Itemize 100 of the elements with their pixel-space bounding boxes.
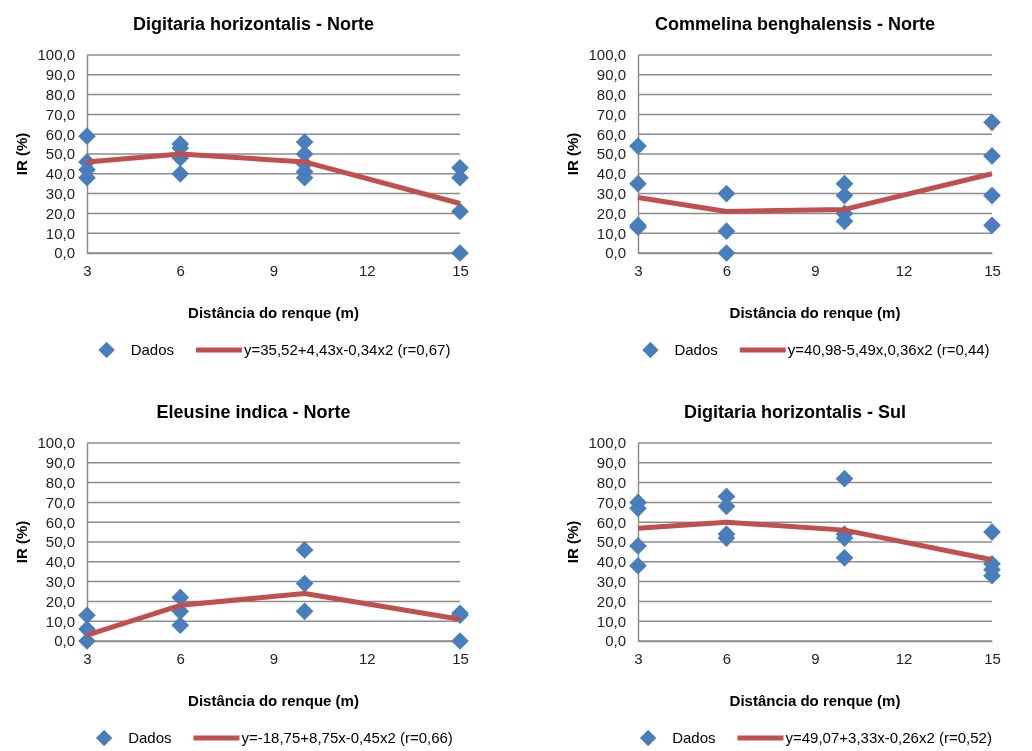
legend-label: Dados: [128, 729, 172, 747]
x-tick-label: 6: [176, 261, 185, 279]
y-tick-label: 100,0: [588, 434, 626, 452]
x-tick-label: 15: [452, 649, 469, 667]
y-tick-label: 20,0: [596, 592, 626, 610]
y-tick-label: 0,0: [54, 632, 75, 650]
point: [983, 113, 1001, 132]
y-tick-label: 60,0: [45, 513, 75, 531]
y-tick-label: 60,0: [45, 125, 75, 143]
y-tick-label: 100,0: [588, 46, 626, 64]
y-tick-label: 10,0: [45, 224, 75, 242]
y-tick-label: 20,0: [596, 204, 626, 222]
y-tick-label: 10,0: [596, 224, 626, 242]
point: [451, 632, 469, 650]
x-tick-label: 6: [176, 649, 185, 667]
point: [171, 164, 190, 183]
y-tick-label: 70,0: [45, 105, 75, 123]
point: [983, 216, 1001, 235]
point: [983, 523, 1001, 541]
chart-title: Digitaria horizontalis - Norte: [132, 14, 375, 34]
x-axis-title: Distância do renque (m): [729, 304, 901, 321]
point: [295, 602, 314, 621]
point: [629, 556, 647, 575]
point: [983, 186, 1001, 205]
y-tick-label: 70,0: [45, 493, 75, 511]
point: [629, 174, 647, 193]
legend-label: y=40,98-5,49x,0,36x2 (r=0,44): [787, 341, 990, 359]
x-tick-label: 12: [358, 649, 376, 667]
legend-label: Dados: [674, 341, 718, 359]
y-tick-label: 30,0: [596, 572, 626, 590]
y-tick-label: 40,0: [596, 553, 626, 571]
x-tick-label: 6: [722, 649, 732, 667]
x-axis-title: Distância do renque (m): [729, 692, 901, 709]
y-tick-label: 20,0: [45, 592, 75, 610]
x-tick-label: 12: [895, 649, 913, 667]
point: [295, 574, 314, 593]
y-tick-label: 50,0: [596, 533, 626, 551]
x-tick-label: 15: [984, 649, 1001, 667]
y-tick-label: 10,0: [596, 612, 626, 630]
y-tick-label: 0,0: [54, 244, 75, 262]
point: [717, 222, 736, 241]
y-tick-label: 100,0: [37, 46, 75, 64]
y-tick-label: 30,0: [45, 572, 75, 590]
x-tick-label: 15: [452, 261, 469, 279]
legend-label: y=-18,75+8,75x-0,45x2 (r=0,66): [241, 729, 453, 747]
y-tick-label: 50,0: [596, 145, 626, 163]
y-tick-label: 70,0: [596, 493, 626, 511]
y-axis-title: IR (%): [564, 520, 581, 564]
y-tick-label: 40,0: [45, 553, 75, 571]
y-tick-label: 50,0: [45, 533, 75, 551]
point: [295, 541, 314, 559]
x-tick-label: 9: [269, 649, 279, 667]
y-tick-label: 80,0: [596, 473, 626, 491]
y-axis-title: IR (%): [564, 132, 581, 176]
y-tick-label: 50,0: [45, 145, 75, 163]
y-tick-label: 60,0: [596, 513, 626, 531]
chart-title: Commelina benghalensis - Norte: [654, 14, 936, 34]
legend-label: y=49,07+3,33x-0,26x2 (r=0,52): [785, 729, 992, 747]
y-tick-label: 10,0: [45, 612, 75, 630]
chart-title: Eleusine indica - Norte: [156, 402, 351, 422]
y-tick-label: 40,0: [596, 165, 626, 183]
point: [451, 202, 469, 221]
point: [451, 244, 469, 262]
point: [629, 137, 647, 155]
x-axis-title: Distância do renque (m): [188, 304, 359, 321]
x-tick-label: 3: [83, 649, 92, 667]
y-axis-title: IR (%): [13, 520, 30, 564]
x-tick-label: 3: [83, 261, 92, 279]
legend-label: Dados: [130, 341, 174, 359]
y-tick-label: 30,0: [45, 184, 75, 202]
point: [717, 244, 736, 262]
point: [171, 616, 190, 635]
y-tick-label: 80,0: [45, 85, 75, 103]
x-tick-label: 12: [895, 261, 913, 279]
point: [835, 469, 854, 488]
y-tick-label: 30,0: [596, 184, 626, 202]
legend-label: Dados: [672, 729, 716, 747]
chart-title: Digitaria horizontalis - Sul: [683, 402, 907, 422]
y-tick-label: 0,0: [605, 632, 626, 650]
x-tick-label: 9: [269, 261, 279, 279]
y-tick-label: 20,0: [45, 204, 75, 222]
y-tick-label: 100,0: [37, 434, 75, 452]
point: [983, 147, 1001, 165]
point: [78, 127, 96, 146]
legend-label: y=35,52+4,43x-0,34x2 (r=0,67): [243, 341, 451, 359]
x-tick-label: 15: [984, 261, 1001, 279]
x-tick-label: 3: [634, 649, 643, 667]
y-tick-label: 90,0: [596, 454, 626, 472]
y-tick-label: 40,0: [45, 165, 75, 183]
y-tick-label: 90,0: [45, 66, 75, 84]
y-axis-title: IR (%): [13, 132, 30, 176]
x-tick-label: 6: [722, 261, 732, 279]
y-tick-label: 80,0: [596, 85, 626, 103]
x-tick-label: 9: [811, 649, 820, 667]
x-tick-label: 9: [811, 261, 820, 279]
x-tick-label: 3: [634, 261, 643, 279]
x-tick-label: 12: [358, 261, 376, 279]
x-axis-title: Distância do renque (m): [188, 692, 359, 709]
point: [835, 548, 854, 567]
y-tick-label: 60,0: [596, 125, 626, 143]
